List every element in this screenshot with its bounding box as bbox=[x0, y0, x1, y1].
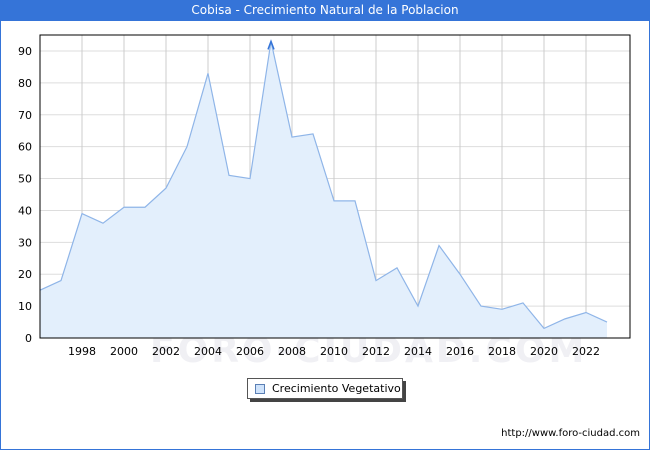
x-tick-label: 2020 bbox=[530, 345, 558, 358]
legend: Crecimiento Vegetativo bbox=[247, 378, 403, 399]
area-fill bbox=[40, 41, 607, 338]
y-tick-label: 70 bbox=[18, 109, 32, 122]
x-tick-label: 2010 bbox=[320, 345, 348, 358]
y-tick-label: 10 bbox=[18, 300, 32, 313]
x-tick-label: 2000 bbox=[110, 345, 138, 358]
source-url: http://www.foro-ciudad.com bbox=[501, 428, 640, 439]
y-tick-label: 90 bbox=[18, 45, 32, 58]
peak-marker-icon bbox=[267, 39, 275, 50]
y-tick-label: 50 bbox=[18, 173, 32, 186]
x-tick-label: 2022 bbox=[572, 345, 600, 358]
x-tick-label: 2008 bbox=[278, 345, 306, 358]
plot-border bbox=[39, 34, 631, 339]
x-tick-label: 2012 bbox=[362, 345, 390, 358]
x-tick-label: 1998 bbox=[68, 345, 96, 358]
x-tick-label: 2018 bbox=[488, 345, 516, 358]
x-tick-label: 2002 bbox=[152, 345, 180, 358]
y-tick-label: 40 bbox=[18, 204, 32, 217]
y-tick-label: 0 bbox=[25, 332, 32, 345]
x-tick-label: 2004 bbox=[194, 345, 222, 358]
series-line bbox=[39, 41, 608, 330]
y-tick-label: 60 bbox=[18, 141, 32, 154]
y-tick-label: 20 bbox=[18, 268, 32, 281]
legend-swatch-icon bbox=[255, 384, 265, 394]
y-tick-label: 30 bbox=[18, 236, 32, 249]
x-tick-label: 2014 bbox=[404, 345, 432, 358]
y-tick-label: 80 bbox=[18, 77, 32, 90]
legend-label: Crecimiento Vegetativo bbox=[272, 382, 401, 395]
chart-title: Cobisa - Crecimiento Natural de la Pobla… bbox=[0, 0, 650, 21]
x-tick-label: 2016 bbox=[446, 345, 474, 358]
x-tick-label: 2006 bbox=[236, 345, 264, 358]
